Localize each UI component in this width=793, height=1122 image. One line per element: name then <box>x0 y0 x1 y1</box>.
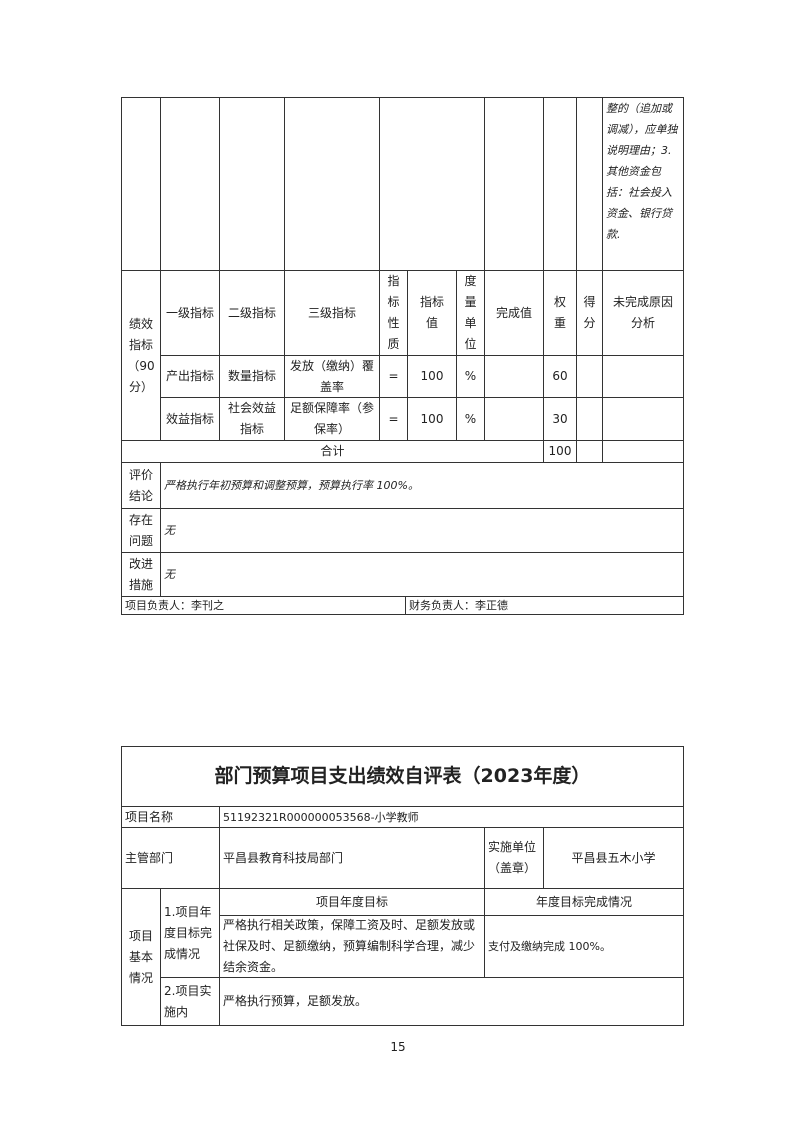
header-cell: 得分 <box>576 270 603 356</box>
project-leader: 项目负责人：李刊之 <box>121 596 406 615</box>
impl-label: 2.项目实施内 <box>160 977 220 1026</box>
finance-leader: 财务负责人：李正德 <box>405 596 684 615</box>
header-cell: 未完成原因分析 <box>602 270 684 356</box>
form-title: 部门预算项目支出绩效自评表（2023年度） <box>121 746 684 807</box>
indicator-cell: 足额保障率（参保率） <box>284 397 380 441</box>
indicator-cell: 100 <box>407 397 457 441</box>
indicator-cell: = <box>379 355 408 398</box>
project-name: 51192321R000000053568-小学教师 <box>219 806 684 828</box>
header-cell: 二级指标 <box>219 270 285 356</box>
cell <box>576 97 603 271</box>
indicator-cell <box>602 355 684 398</box>
header-cell: 指标性质 <box>379 270 408 356</box>
project-name-label: 项目名称 <box>121 806 220 828</box>
indicator-cell: 发放（缴纳）覆盖率 <box>284 355 380 398</box>
indicator-cell: 效益指标 <box>160 397 220 441</box>
cell <box>121 97 161 271</box>
unit-label: 实施单位（盖章） <box>484 827 544 889</box>
goal-label: 1.项目年度目标完成情况 <box>160 888 220 978</box>
header-cell: 三级指标 <box>284 270 380 356</box>
impl-text: 严格执行预算，足额发放。 <box>219 977 684 1026</box>
cell <box>284 97 380 271</box>
cell <box>576 440 603 463</box>
section-label: 绩效指标（90分） <box>121 270 161 441</box>
indicator-cell: 60 <box>543 355 577 398</box>
problem-text: 无 <box>160 508 684 553</box>
cell <box>543 97 577 271</box>
conclusion-label: 评价结论 <box>121 462 161 509</box>
indicator-cell <box>484 355 544 398</box>
cell <box>484 97 544 271</box>
dept-label: 主管部门 <box>121 827 220 889</box>
dept: 平昌县教育科技局部门 <box>219 827 485 889</box>
header-cell: 度量单位 <box>456 270 485 356</box>
cell <box>379 97 485 271</box>
indicator-cell: % <box>456 397 485 441</box>
unit: 平昌县五木小学 <box>543 827 684 889</box>
indicator-cell <box>602 397 684 441</box>
indicator-cell: 数量指标 <box>219 355 285 398</box>
goal-header: 项目年度目标 <box>219 888 485 916</box>
cell <box>219 97 285 271</box>
note-cell: 整的（追加或调减），应单独说明理由；3.其他资金包括：社会投入资金、银行贷款. <box>602 97 684 271</box>
measure-text: 无 <box>160 552 684 597</box>
goal-text: 严格执行相关政策，保障工资及时、足额发放或社保及时、足额缴纳，预算编制科学合理，… <box>219 915 485 978</box>
conclusion-text: 严格执行年初预算和调整预算，预算执行率 100%。 <box>160 462 684 509</box>
indicator-cell: 产出指标 <box>160 355 220 398</box>
problem-label: 存在问题 <box>121 508 161 553</box>
measure-label: 改进措施 <box>121 552 161 597</box>
header-cell: 一级指标 <box>160 270 220 356</box>
header-cell: 指标值 <box>407 270 457 356</box>
header-cell: 完成值 <box>484 270 544 356</box>
basic-label: 项目基本情况 <box>121 888 161 1026</box>
indicator-cell: 社会效益指标 <box>219 397 285 441</box>
cell <box>160 97 220 271</box>
indicator-cell <box>484 397 544 441</box>
completion-text: 支付及缴纳完成 100%。 <box>484 915 684 978</box>
page-number: 15 <box>390 1040 406 1054</box>
indicator-cell <box>576 355 603 398</box>
indicator-cell: 100 <box>407 355 457 398</box>
cell <box>602 440 684 463</box>
completion-header: 年度目标完成情况 <box>484 888 684 916</box>
indicator-cell: = <box>379 397 408 441</box>
indicator-cell: 30 <box>543 397 577 441</box>
total-weight: 100 <box>543 440 577 463</box>
indicator-cell <box>576 397 603 441</box>
indicator-cell: % <box>456 355 485 398</box>
total-label: 合计 <box>121 440 544 463</box>
header-cell: 权重 <box>543 270 577 356</box>
